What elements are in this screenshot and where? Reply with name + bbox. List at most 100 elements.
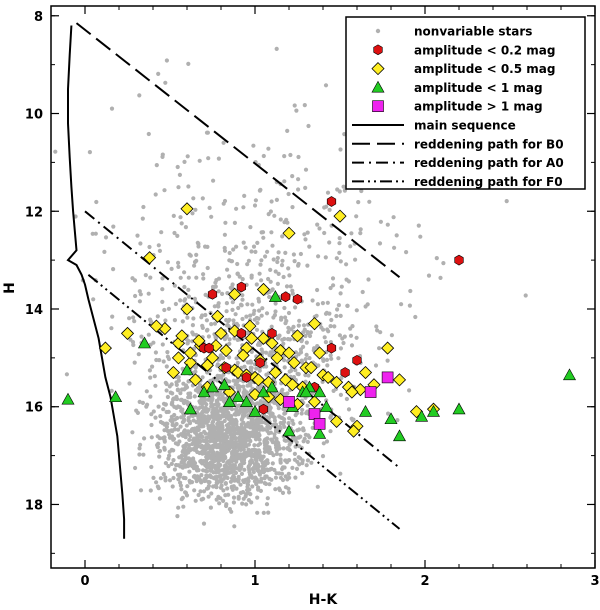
nonvariable-star-dot	[291, 421, 296, 426]
nonvariable-star-dot	[177, 405, 182, 410]
nonvariable-star-dot	[241, 406, 246, 411]
nonvariable-star-dot	[426, 273, 432, 278]
nonvariable-star-dot	[315, 222, 320, 227]
nonvariable-star-dot	[224, 428, 229, 433]
legend-label: main sequence	[414, 119, 516, 133]
diamond-point	[236, 348, 250, 362]
nonvariable-star-dot	[219, 397, 224, 402]
nonvariable-star-dot	[234, 356, 239, 361]
nonvariable-star-dot	[246, 465, 251, 470]
nonvariable-star-dot	[133, 293, 138, 299]
nonvariable-star-dot	[296, 187, 301, 192]
nonvariable-star-dot	[110, 314, 115, 319]
nonvariable-star-dot	[163, 478, 168, 483]
nonvariable-star-dot	[259, 258, 264, 263]
nonvariable-star-dot	[242, 364, 247, 369]
nonvariable-star-dot	[270, 461, 275, 466]
x-tick-label: 1	[250, 574, 259, 589]
square-point	[313, 418, 326, 430]
nonvariable-star-dot	[263, 437, 268, 442]
nonvariable-star-dot	[187, 393, 192, 398]
nonvariable-star-dot	[146, 131, 151, 137]
nonvariable-star-dot	[356, 200, 361, 205]
diamond-point	[243, 319, 257, 333]
nonvariable-star-dot	[358, 227, 363, 232]
nonvariable-star-dot	[250, 302, 255, 307]
nonvariable-star-dot	[217, 374, 222, 379]
nonvariable-star-dot	[248, 474, 253, 479]
nonvariable-star-dot	[284, 284, 290, 289]
nonvariable-star-dot	[138, 292, 143, 297]
nonvariable-star-dot	[175, 233, 180, 238]
nonvariable-star-dot	[168, 428, 173, 433]
nonvariable-star-dot	[197, 450, 202, 456]
nonvariable-star-dot	[221, 498, 226, 503]
nonvariable-star-dot	[248, 407, 253, 412]
nonvariable-star-dot	[360, 289, 365, 295]
nonvariable-star-dot	[192, 263, 197, 268]
nonvariable-star-dot	[234, 244, 239, 249]
nonvariable-star-dot	[248, 359, 253, 364]
main-sequence-line	[66, 25, 126, 539]
nonvariable-star-dot	[186, 61, 191, 66]
nonvariable-star-dot	[337, 236, 342, 241]
y-tick-label: 14	[25, 303, 43, 318]
nonvariable-star-dot	[167, 478, 173, 483]
nonvariable-star-dot	[293, 305, 298, 310]
nonvariable-star-dot	[253, 402, 258, 407]
nonvariable-star-dot	[174, 463, 179, 468]
diamond-point	[381, 341, 395, 355]
nonvariable-star-dot	[176, 185, 181, 190]
nonvariable-star-dot	[208, 505, 213, 510]
nonvariable-star-dot	[294, 466, 300, 471]
nonvariable-star-dot	[224, 318, 229, 323]
nonvariable-star-dot	[221, 488, 226, 493]
nonvariable-star-dot	[225, 460, 230, 465]
nonvariable-star-dot	[208, 439, 213, 444]
nonvariable-star-dot	[276, 250, 281, 255]
nonvariable-star-dot	[237, 403, 242, 408]
nonvariable-star-dot	[242, 450, 248, 455]
nonvariable-star-dot	[153, 192, 158, 197]
nonvariable-star-dot	[227, 355, 232, 360]
nonvariable-star-dot	[266, 447, 271, 452]
nonvariable-star-dot	[284, 392, 289, 397]
nonvariable-star-dot	[200, 375, 205, 380]
diamond-point	[205, 351, 220, 365]
nonvariable-star-dot	[286, 266, 291, 271]
nonvariable-star-dot	[170, 484, 175, 489]
diamond-point	[358, 365, 373, 380]
square-point	[283, 396, 295, 408]
nonvariable-star-dot	[222, 232, 227, 237]
nonvariable-star-dot	[404, 250, 409, 255]
nonvariable-star-dot	[233, 436, 239, 441]
nonvariable-star-dot	[166, 356, 172, 362]
diamond-point	[345, 385, 359, 399]
nonvariable-star-dot	[223, 220, 228, 225]
nonvariable-star-dot	[249, 500, 254, 505]
nonvariable-star-dot	[306, 373, 311, 378]
nonvariable-star-dot	[204, 318, 209, 323]
nonvariable-star-dot	[232, 220, 237, 225]
nonvariable-star-dot	[234, 486, 239, 491]
nonvariable-star-dot	[209, 429, 214, 434]
nonvariable-star-dot	[170, 400, 175, 405]
nonvariable-star-dot	[296, 435, 301, 440]
nonvariable-star-dot	[206, 486, 211, 491]
diamond-point	[228, 287, 242, 301]
nonvariable-star-dot	[292, 451, 297, 456]
nonvariable-star-dot	[305, 330, 310, 335]
nonvariable-star-dot	[254, 366, 259, 371]
nonvariable-star-dot	[206, 156, 211, 161]
nonvariable-star-dot	[210, 410, 215, 415]
nonvariable-star-dot	[274, 197, 279, 202]
nonvariable-star-dot	[256, 463, 261, 468]
nonvariable-star-dot	[220, 427, 225, 432]
nonvariable-star-dot	[321, 327, 326, 332]
nonvariable-star-dot	[298, 251, 303, 257]
nonvariable-star-dot	[232, 466, 237, 471]
nonvariable-star-dot	[270, 349, 275, 354]
nonvariable-star-dot	[184, 385, 190, 390]
nonvariable-star-dot	[324, 357, 330, 362]
nonvariable-star-dot	[310, 298, 315, 303]
